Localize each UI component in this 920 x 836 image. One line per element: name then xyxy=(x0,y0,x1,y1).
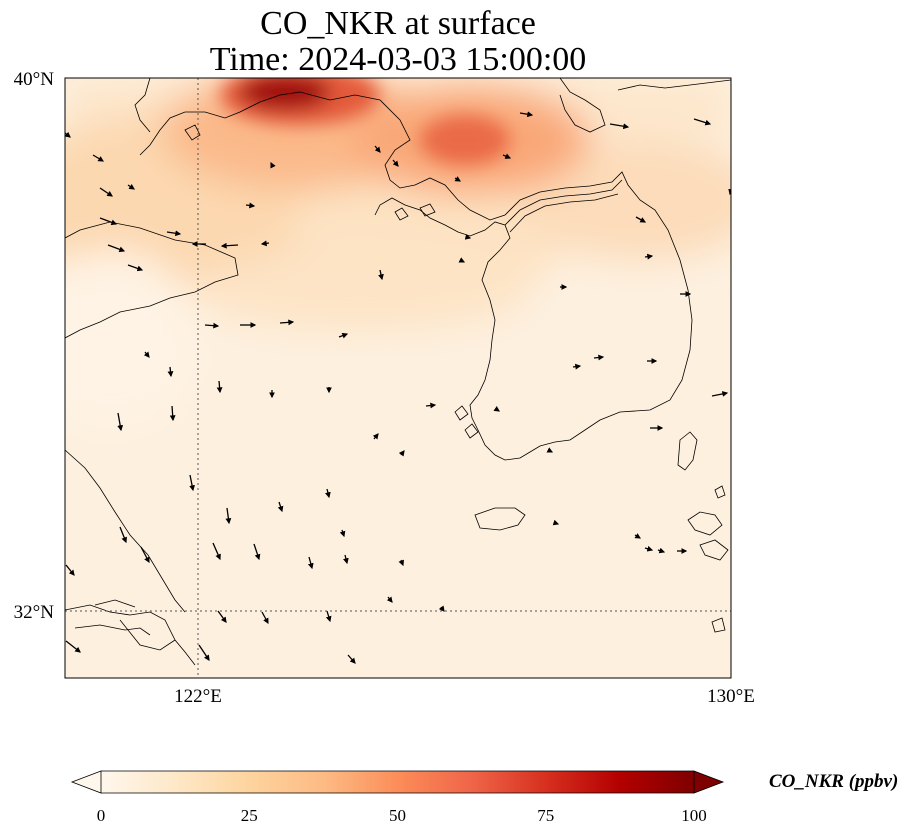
wind-arrow xyxy=(65,131,71,138)
wind-arrow xyxy=(347,654,356,664)
wind-arrow xyxy=(325,610,332,623)
wind-arrow xyxy=(279,319,295,326)
wind-arrow xyxy=(454,176,462,182)
wind-arrow xyxy=(119,526,127,544)
wind-arrow xyxy=(519,111,534,118)
wind-arrow xyxy=(386,596,393,603)
colorbar-tick-label: 25 xyxy=(241,806,258,825)
wind-arrow xyxy=(127,183,135,190)
wind-arrow xyxy=(216,380,223,394)
wind-arrow xyxy=(438,605,445,612)
wind-arrow xyxy=(374,145,381,153)
wind-arrow xyxy=(99,217,118,226)
wind-arrow xyxy=(398,450,405,457)
wind-arrow xyxy=(593,354,605,361)
colorbar-extend-low xyxy=(70,770,102,794)
wind-arrow xyxy=(502,153,512,159)
wind-arrow xyxy=(634,533,642,539)
wind-arrow xyxy=(572,363,582,370)
colorbar-tick-label: 100 xyxy=(681,806,707,825)
wind-arrow xyxy=(609,123,630,130)
wind-arrow xyxy=(204,322,220,329)
wind-arrow xyxy=(343,554,349,565)
wind-arrow xyxy=(339,529,346,538)
wind-arrow xyxy=(307,556,314,570)
wind-arrow xyxy=(277,501,284,513)
lat-tick-label: 32°N xyxy=(14,602,55,623)
wind-arrow xyxy=(198,644,210,661)
colorbar-tick-label: 0 xyxy=(97,806,106,825)
wind-arrow xyxy=(143,351,150,358)
wind-arrow xyxy=(127,264,144,272)
wind-arrow xyxy=(693,118,712,126)
wind-arrow xyxy=(212,542,221,561)
wind-arrow xyxy=(65,640,81,653)
concentration-field xyxy=(65,78,731,678)
wind-arrow xyxy=(644,545,654,552)
wind-arrow xyxy=(338,332,349,339)
wind-arrow xyxy=(644,253,654,260)
wind-arrow xyxy=(493,405,500,412)
wind-arrow xyxy=(270,161,276,169)
colorbar-gradient xyxy=(101,771,694,793)
lon-tick-label: 122°E xyxy=(174,686,222,707)
colorbar-title: CO_NKR (ppbv) xyxy=(769,771,898,792)
wind-arrow xyxy=(552,519,560,526)
wind-arrow xyxy=(189,474,195,492)
lat-tick-label: 40°N xyxy=(14,69,55,90)
gridlines xyxy=(65,78,731,678)
wind-arrow xyxy=(546,447,554,453)
wind-arrow xyxy=(65,564,75,576)
wind-arrow xyxy=(253,543,261,561)
wind-arrow xyxy=(166,230,182,237)
wind-arrow xyxy=(220,242,239,249)
wind-arrow xyxy=(169,405,176,422)
wind-arrow xyxy=(458,257,466,263)
wind-arrow xyxy=(245,202,256,209)
colorbar-tick-label: 50 xyxy=(389,806,406,825)
wind-arrow xyxy=(117,412,124,432)
wind-arrow xyxy=(261,611,269,625)
lon-tick-label: 130°E xyxy=(707,686,755,707)
map-title-line-2: Time: 2024-03-03 15:00:00 xyxy=(209,41,587,78)
wind-arrow xyxy=(425,402,437,409)
coastlines xyxy=(65,78,731,666)
wind-arrow xyxy=(107,244,126,253)
wind-arrow xyxy=(392,159,399,167)
wind-arrow xyxy=(225,507,232,525)
wind-arrow xyxy=(398,559,404,567)
wind-arrow xyxy=(217,610,227,623)
wind-arrow xyxy=(140,546,150,564)
wind-arrow xyxy=(92,154,105,162)
wind-arrow xyxy=(167,366,174,378)
wind-arrow xyxy=(464,234,472,240)
colorbar-ticks: 0 25 50 75 100 xyxy=(97,806,707,825)
map-title-line-1: CO_NKR at surface xyxy=(260,5,536,42)
wind-arrow xyxy=(378,269,384,281)
wind-arrow xyxy=(635,216,647,223)
wind-arrow xyxy=(657,547,666,554)
colorbar: 0 25 50 75 100 CO_NKR (ppbv) xyxy=(70,770,898,825)
wind-arrow xyxy=(260,240,270,247)
wind-arrow xyxy=(325,488,331,499)
colorbar-extend-high xyxy=(693,770,725,794)
wind-vectors xyxy=(65,111,731,664)
colorbar-tick-label: 75 xyxy=(537,806,554,825)
map-frame xyxy=(64,77,732,679)
wind-arrow xyxy=(711,391,729,397)
wind-arrow xyxy=(99,187,113,197)
wind-arrow xyxy=(372,433,379,440)
